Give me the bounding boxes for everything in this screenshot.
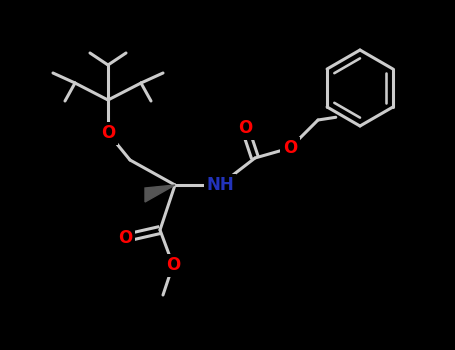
Text: NH: NH [206, 176, 234, 194]
Polygon shape [145, 185, 175, 202]
Text: O: O [166, 256, 180, 274]
Text: O: O [118, 229, 132, 247]
Text: O: O [283, 139, 297, 157]
Text: O: O [101, 124, 115, 142]
Text: O: O [238, 119, 252, 137]
